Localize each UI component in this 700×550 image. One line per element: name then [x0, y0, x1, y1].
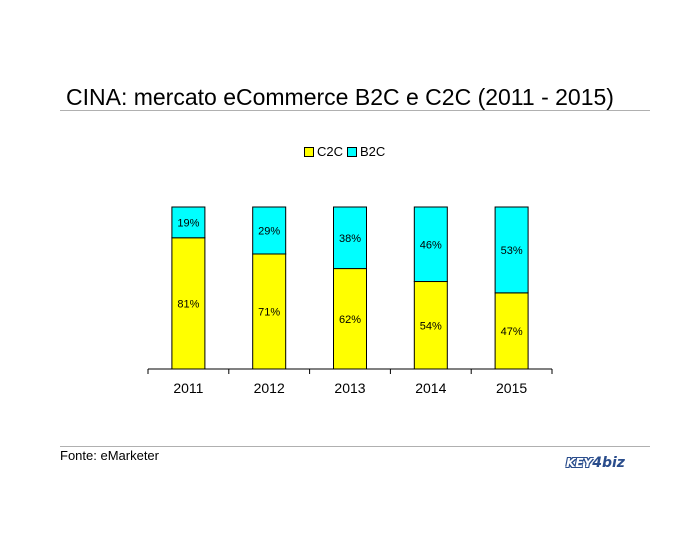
data-label-b2c-2015: 53% [501, 245, 523, 257]
data-label-c2c-2011: 81% [177, 298, 199, 310]
logo-num-text: 4 [592, 455, 602, 471]
bar-b2c-2012 [252, 206, 287, 255]
bar-b2c-2015 [494, 206, 529, 294]
source-note: Fonte: eMarketer [60, 448, 159, 463]
x-tick-label-2014: 2014 [415, 380, 446, 396]
bar-c2c-2015 [494, 292, 529, 370]
logo-key-text: KEY [566, 456, 593, 470]
legend-label-b2c: B2C [360, 144, 386, 159]
data-label-c2c-2013: 62% [339, 314, 361, 326]
legend-item-b2c: B2C [347, 144, 385, 159]
data-label-c2c-2014: 54% [420, 320, 442, 332]
bar-c2c-2013 [333, 268, 367, 370]
chart-legend: C2C B2C [304, 144, 389, 159]
x-tick-label-2012: 2012 [254, 380, 285, 396]
legend-label-c2c: C2C [317, 144, 344, 159]
data-label-b2c-2012: 29% [258, 225, 280, 237]
footer-divider [60, 446, 650, 447]
bar-c2c-2014 [413, 281, 448, 370]
data-label-b2c-2014: 46% [420, 239, 442, 251]
x-tick-label-2013: 2013 [334, 380, 365, 396]
bar-c2c-2012 [252, 253, 287, 370]
data-label-c2c-2015: 47% [501, 326, 523, 338]
data-label-c2c-2012: 71% [258, 306, 280, 318]
logo-biz-text: biz [601, 455, 625, 471]
key4biz-logo: KEY4biz [566, 452, 625, 471]
bar-b2c-2011 [171, 206, 206, 239]
data-label-b2c-2011: 19% [177, 217, 199, 229]
bar-b2c-2013 [333, 206, 367, 270]
legend-item-c2c: C2C [304, 144, 343, 159]
chart-title: CINA: mercato eCommerce B2C e C2C (2011 … [66, 84, 614, 110]
x-tick-label-2011: 2011 [173, 380, 203, 396]
data-label-b2c-2013: 38% [339, 233, 361, 245]
bar-c2c-2011 [171, 237, 206, 370]
legend-swatch-c2c [304, 146, 314, 157]
bar-b2c-2014 [413, 206, 448, 283]
legend-swatch-b2c [347, 146, 358, 157]
x-tick-label-2015: 2015 [496, 380, 527, 396]
title-divider [60, 110, 650, 111]
